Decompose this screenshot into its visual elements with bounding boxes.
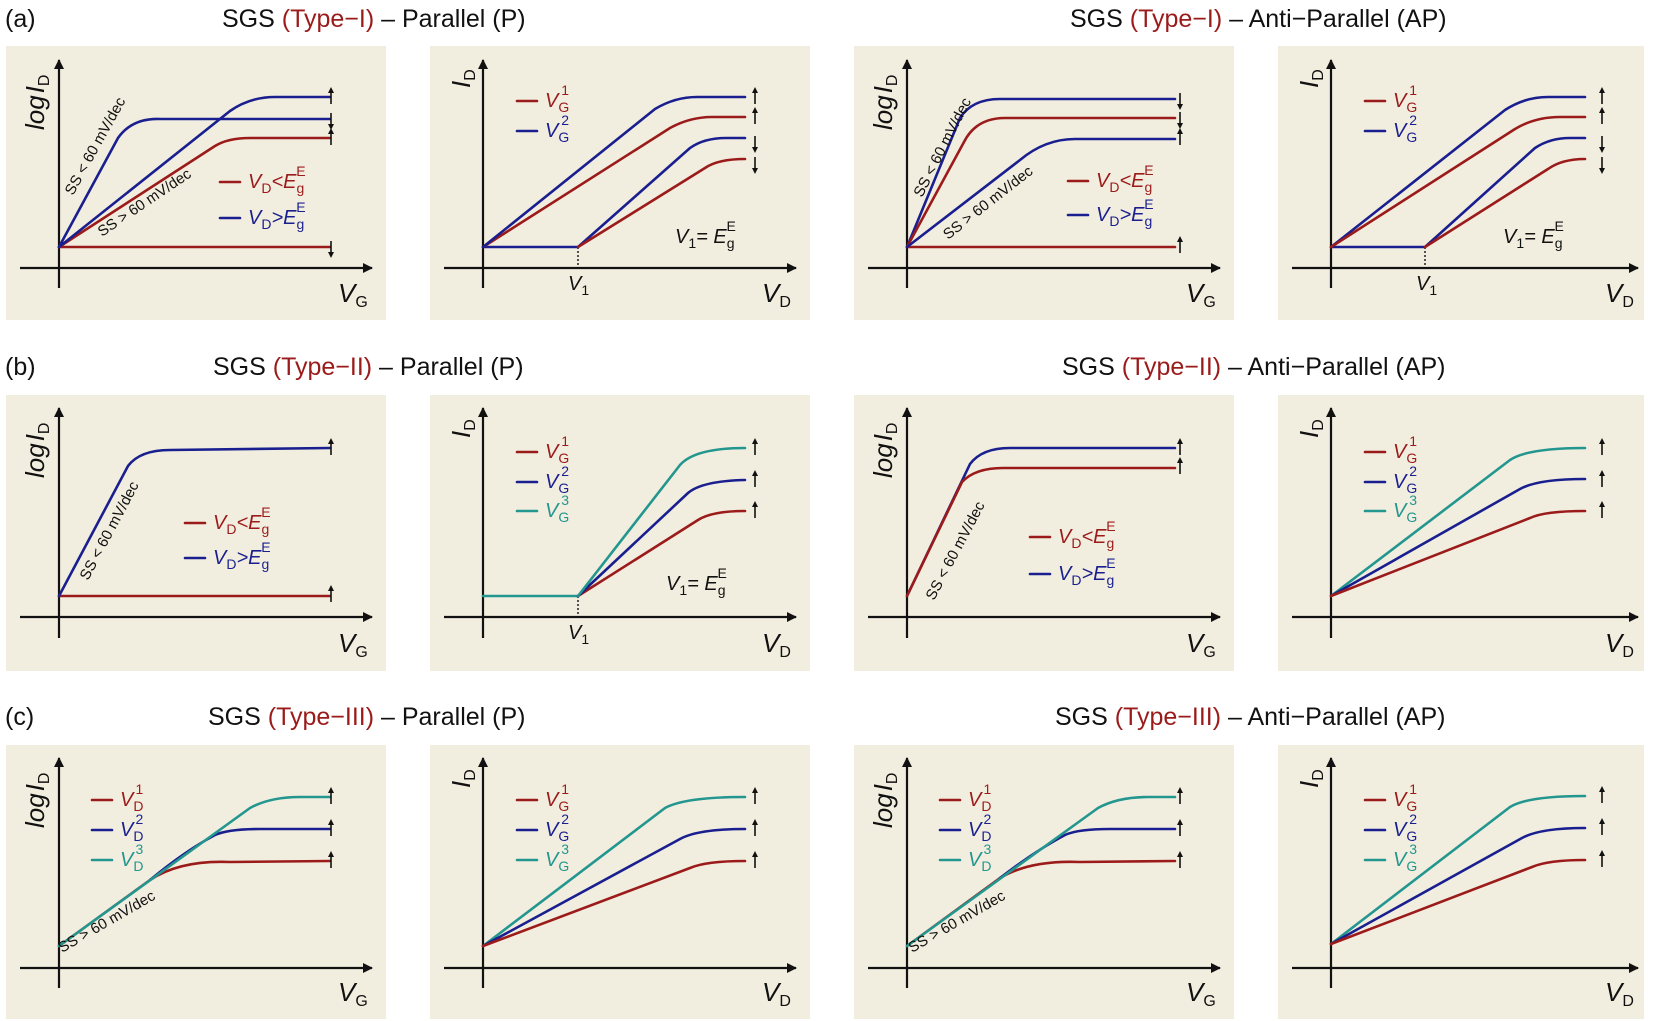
legend-vd1: VD1 xyxy=(968,781,991,814)
title-c-parallel: SGS (Type−III) – Parallel (P) xyxy=(208,703,526,731)
x-axis-label: VD xyxy=(1605,977,1634,1010)
title-a-antiparallel: SGS (Type−I) – Anti−Parallel (AP) xyxy=(1070,5,1447,33)
x-axis-label: VG xyxy=(338,628,368,661)
legend-vd-gt: VD>EgE xyxy=(1096,196,1154,229)
legend-vg2: VG2 xyxy=(1393,463,1417,496)
x-axis-label: VD xyxy=(762,278,791,311)
panel-c-p-log: logID VG SS > 60 mV/dec VD1 VD2 VD3 xyxy=(6,745,386,1019)
x-axis-label: VG xyxy=(1186,977,1216,1010)
y-axis-label: ID xyxy=(1294,769,1327,788)
curve-red-mid xyxy=(57,136,332,249)
y-axis-label: ID xyxy=(1294,69,1327,88)
x-axis-label: VG xyxy=(1186,278,1216,311)
y-axis-label: logID xyxy=(868,773,901,829)
panel-c-ap-log: logID VG SS > 60 mV/dec VD1 VD2 VD3 xyxy=(854,745,1234,1019)
v1-tick: V1 xyxy=(1416,273,1437,298)
legend-vg3: VG3 xyxy=(545,841,569,874)
legend-vd2: VD2 xyxy=(968,811,991,844)
row-label-c: (c) xyxy=(5,703,34,731)
legend-vd1: VD1 xyxy=(120,781,143,814)
y-axis-label: logID xyxy=(20,75,53,131)
legend-vg1: VG1 xyxy=(545,82,569,115)
legend-vd2: VD2 xyxy=(120,811,143,844)
v1-tick: V1 xyxy=(568,273,589,298)
x-axis-label: VD xyxy=(762,628,791,661)
legend-vd-lt: VD<EgE xyxy=(1058,518,1116,551)
legend-vd-gt: VD>EgE xyxy=(213,539,271,572)
y-axis-label: ID xyxy=(446,69,479,88)
y-axis-label: ID xyxy=(1294,419,1327,438)
panel-a-ap-lin: ID VD V1 V1= EgE VG1 VG2 xyxy=(1278,46,1644,320)
v1-eq: V1= EgE xyxy=(666,565,727,598)
legend-vd3: VD3 xyxy=(120,841,143,874)
panel-a-p-log: logID VG SS < 60 mV/dec SS > 60 mV/dec V… xyxy=(6,46,386,320)
legend-vg2: VG2 xyxy=(545,811,569,844)
panel-c-ap-lin: ID VD VG1 VG2 VG3 xyxy=(1278,745,1644,1019)
panel-b-p-log: logID VG SS < 60 mV/dec VD<EgE VD>EgE xyxy=(6,395,386,671)
legend-vd-gt: VD>EgE xyxy=(1058,555,1116,588)
legend-vg1: VG1 xyxy=(545,433,569,466)
row-label-b: (b) xyxy=(5,353,36,381)
legend-vg1: VG1 xyxy=(1393,781,1417,814)
legend-vd-gt: VD>EgE xyxy=(248,199,306,232)
legend-vg2: VG2 xyxy=(1393,811,1417,844)
title-b-parallel: SGS (Type−II) – Parallel (P) xyxy=(213,353,524,381)
legend-vd-lt: VD<EgE xyxy=(1096,162,1154,195)
panel-b-p-lin: ID VD V1 V1= EgE VG1 VG2 VG3 xyxy=(430,395,810,671)
x-axis-label: VD xyxy=(762,977,791,1010)
legend-vd-lt: VD<EgE xyxy=(248,163,306,196)
legend-vd-lt: VD<EgE xyxy=(213,504,271,537)
panel-c-p-lin: ID VD VG1 VG2 VG3 xyxy=(430,745,810,1019)
x-axis-label: VD xyxy=(1605,278,1634,311)
legend-vg2: VG2 xyxy=(545,463,569,496)
title-b-antiparallel: SGS (Type−II) – Anti−Parallel (AP) xyxy=(1062,353,1446,381)
x-axis-label: VD xyxy=(1605,628,1634,661)
legend-vg3: VG3 xyxy=(1393,841,1417,874)
panel-b-ap-log: logID VG SS < 60 mV/dec VD<EgE VD>EgE xyxy=(854,395,1234,671)
title-a-parallel: SGS (Type−I) – Parallel (P) xyxy=(222,5,526,33)
v1-eq: V1= EgE xyxy=(1503,218,1564,251)
panel-a-p-lin: ID VD V1 V1= EgE VG1 VG2 xyxy=(430,46,810,320)
legend-vg1: VG1 xyxy=(1393,82,1417,115)
legend-vg2: VG2 xyxy=(545,112,569,145)
row-label-a: (a) xyxy=(5,5,36,33)
legend-vg1: VG1 xyxy=(1393,433,1417,466)
legend-vg2: VG2 xyxy=(1393,112,1417,145)
y-axis-label: logID xyxy=(868,423,901,479)
legend-vg3: VG3 xyxy=(545,492,569,525)
legend-vg1: VG1 xyxy=(545,781,569,814)
y-axis-label: ID xyxy=(446,769,479,788)
panel-a-ap-log: logID VG SS < 60 mV/dec SS > 60 mV/dec V… xyxy=(854,46,1234,320)
curve-blue-top xyxy=(57,95,332,249)
x-axis-label: VG xyxy=(338,278,368,311)
panel-b-ap-lin: ID VD VG1 VG2 VG3 xyxy=(1278,395,1644,671)
y-axis-label: logID xyxy=(20,773,53,829)
y-axis-label: logID xyxy=(20,423,53,479)
v1-eq: V1= EgE xyxy=(675,218,736,251)
legend-vd3: VD3 xyxy=(968,841,991,874)
y-axis-label: ID xyxy=(446,419,479,438)
legend-vg3: VG3 xyxy=(1393,492,1417,525)
curve-ss-lt xyxy=(57,117,332,249)
x-axis-label: VG xyxy=(338,977,368,1010)
v1-tick: V1 xyxy=(568,622,589,647)
x-axis-label: VG xyxy=(1186,628,1216,661)
y-axis-label: logID xyxy=(868,75,901,131)
title-c-antiparallel: SGS (Type−III) – Anti−Parallel (AP) xyxy=(1055,703,1445,731)
